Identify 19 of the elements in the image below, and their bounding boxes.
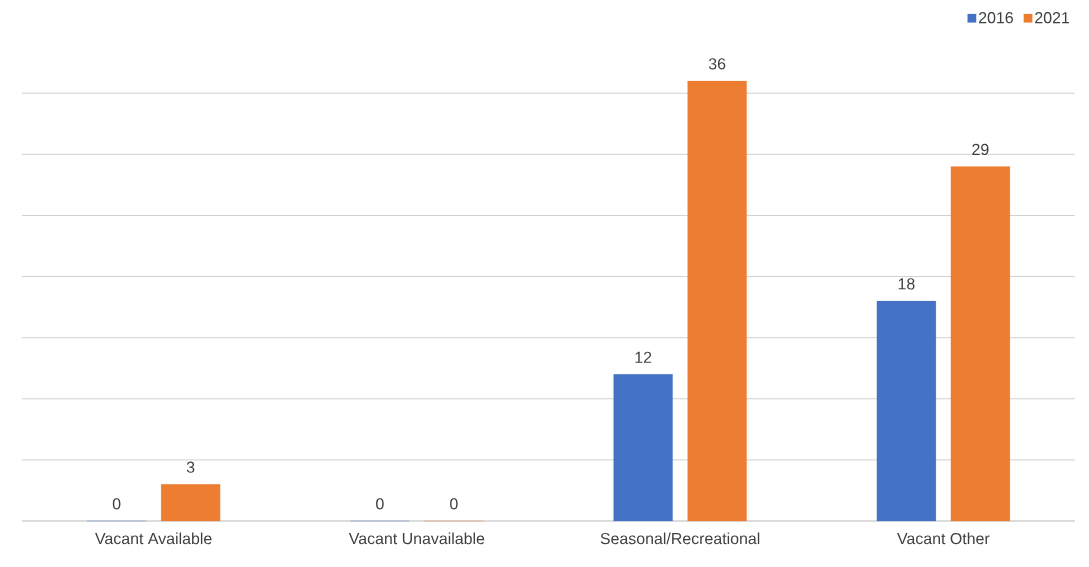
bar <box>613 374 673 522</box>
data-label: 36 <box>708 58 726 70</box>
bar <box>161 484 221 522</box>
data-label: 18 <box>898 278 915 290</box>
bar <box>950 166 1010 522</box>
legend-label: 2021 <box>1035 12 1070 24</box>
x-tick-label: Vacant Available <box>95 532 212 545</box>
data-label: 0 <box>112 498 121 510</box>
data-label: 0 <box>450 498 458 510</box>
data-label: 29 <box>972 143 989 156</box>
x-tick-label: Seasonal/Recreational <box>600 532 760 545</box>
bar <box>687 80 747 522</box>
bar <box>876 300 936 522</box>
data-label: 0 <box>376 498 384 510</box>
data-label: 12 <box>635 351 652 363</box>
data-label: 3 <box>186 461 195 473</box>
x-tick-label: Vacant Other <box>897 532 990 545</box>
x-tick-label: Vacant Unavailable <box>348 532 485 545</box>
legend-label: 2016 <box>979 12 1013 24</box>
